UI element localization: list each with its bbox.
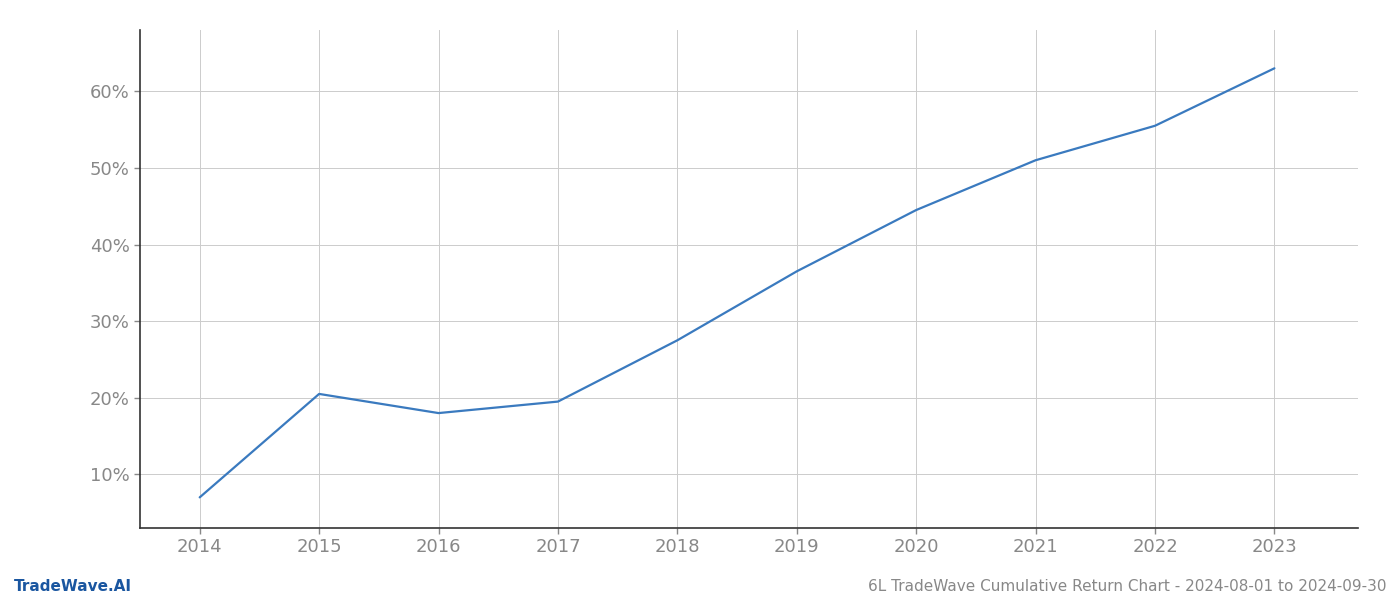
Text: 6L TradeWave Cumulative Return Chart - 2024-08-01 to 2024-09-30: 6L TradeWave Cumulative Return Chart - 2…	[868, 579, 1386, 594]
Text: TradeWave.AI: TradeWave.AI	[14, 579, 132, 594]
